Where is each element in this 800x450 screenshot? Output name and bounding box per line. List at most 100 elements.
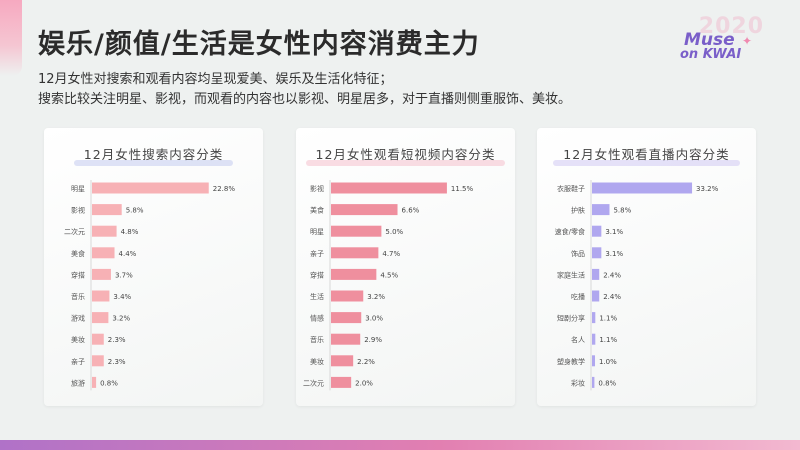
category-label: 影视 xyxy=(71,206,85,215)
category-label: 美妆 xyxy=(71,335,85,344)
value-label: 2.0% xyxy=(355,379,373,387)
search-chart-title: 12月女性搜索内容分类 xyxy=(80,147,227,162)
value-label: 4.4% xyxy=(119,250,137,258)
category-label: 衣服鞋子 xyxy=(557,184,585,193)
value-label: 33.2% xyxy=(696,185,719,193)
value-label: 1.0% xyxy=(599,358,617,366)
bar xyxy=(592,204,610,216)
value-label: 5.8% xyxy=(126,207,144,215)
value-label: 3.1% xyxy=(605,250,623,258)
category-label: 影视 xyxy=(310,184,324,193)
value-label: 11.5% xyxy=(451,185,474,193)
bar xyxy=(92,355,104,367)
bar xyxy=(592,182,693,194)
bar xyxy=(592,247,602,259)
category-label: 音乐 xyxy=(71,292,85,301)
category-label: 明星 xyxy=(310,228,324,236)
value-label: 0.8% xyxy=(598,379,616,387)
bar xyxy=(592,225,602,237)
category-label: 美食 xyxy=(71,249,85,258)
bar xyxy=(331,312,362,324)
bar xyxy=(592,355,596,367)
bar xyxy=(92,290,110,302)
bar xyxy=(331,333,361,345)
value-label: 1.1% xyxy=(599,315,617,323)
bar xyxy=(331,376,352,388)
bar xyxy=(331,290,364,302)
category-label: 生活 xyxy=(310,292,324,301)
video-category-panel: 12月女性观看短视频内容分类 影视 11.5% 美食 6.6% 明星 5.0% 亲子 4.7%… xyxy=(296,128,515,406)
bar xyxy=(592,290,600,302)
value-label: 1.1% xyxy=(599,336,617,344)
category-label: 穿搭 xyxy=(71,270,85,279)
bar xyxy=(592,376,595,388)
bar xyxy=(92,225,117,237)
subtitle-line-1: 12月女性对搜索和观看内容均呈现爱美、娱乐及生活化特征； xyxy=(38,72,393,87)
bar xyxy=(331,225,382,237)
live-chart-title: 12月女性观看直播内容分类 xyxy=(559,147,733,162)
search-category-panel: 12月女性搜索内容分类 明星 22.8% 影视 5.8% 二次元 4.8% 美食 4.4% 穿搭… xyxy=(44,128,263,406)
logo-line-1: Muse xyxy=(684,30,735,50)
value-label: 2.3% xyxy=(108,358,126,366)
value-label: 22.8% xyxy=(213,185,236,193)
category-label: 名人 xyxy=(571,335,585,344)
category-label: 二次元 xyxy=(64,227,85,236)
value-label: 2.2% xyxy=(357,358,375,366)
value-label: 2.4% xyxy=(603,271,621,279)
logo-sparkle-icon: ✦ xyxy=(741,34,752,48)
value-label: 3.1% xyxy=(605,228,623,236)
category-label: 塑身教学 xyxy=(557,357,585,366)
video-chart-title: 12月女性观看短视频内容分类 xyxy=(312,147,500,162)
category-label: 亲子 xyxy=(71,357,85,366)
value-label: 4.5% xyxy=(380,271,398,279)
logo-year: 2020 xyxy=(698,14,764,39)
category-label: 二次元 xyxy=(303,378,324,387)
bar xyxy=(92,204,122,216)
video-category-chart: 影视 11.5% 美食 6.6% 明星 5.0% 亲子 4.7% 穿搭 4.5% 生活 3.2% 情感 3… xyxy=(303,180,474,391)
logo-line-2: on KWAI xyxy=(680,47,742,62)
category-label: 美食 xyxy=(310,206,324,215)
bar xyxy=(331,247,379,259)
bar xyxy=(92,247,115,259)
category-label: 穿搭 xyxy=(310,270,324,279)
bar xyxy=(592,312,596,324)
category-label: 吃播 xyxy=(571,292,585,301)
bar xyxy=(331,268,377,280)
category-label: 彩妆 xyxy=(571,378,585,387)
bottom-gradient-bar xyxy=(0,440,800,450)
category-label: 短剧分享 xyxy=(557,314,585,323)
category-label: 速食/零食 xyxy=(555,227,585,236)
bar xyxy=(92,312,109,324)
value-label: 5.0% xyxy=(385,228,403,236)
category-label: 饰品 xyxy=(571,249,585,258)
page-subtitle: 12月女性对搜索和观看内容均呈现爱美、娱乐及生活化特征； 搜索比较关注明星、影视… xyxy=(38,70,571,110)
live-category-chart: 衣服鞋子 33.2% 护肤 5.8% 速食/零食 3.1% 饰品 3.1% 家庭生活 2.4% 吃播… xyxy=(555,180,719,391)
category-label: 家庭生活 xyxy=(557,270,585,279)
value-label: 3.4% xyxy=(113,293,131,301)
value-label: 3.7% xyxy=(115,271,133,279)
bar xyxy=(92,182,209,194)
value-label: 4.8% xyxy=(121,228,139,236)
bar xyxy=(592,333,596,345)
live-category-panel: 12月女性观看直播内容分类 衣服鞋子 33.2% 护肤 5.8% 速食/零食 3.1% 饰品… xyxy=(537,128,756,406)
search-category-chart: 明星 22.8% 影视 5.8% 二次元 4.8% 美食 4.4% 穿搭 3.7% 音乐 3.4% 游戏… xyxy=(64,180,236,391)
category-label: 美妆 xyxy=(310,357,324,366)
value-label: 2.4% xyxy=(603,293,621,301)
category-label: 明星 xyxy=(71,185,85,193)
value-label: 6.6% xyxy=(402,207,420,215)
subtitle-line-2: 搜索比较关注明星、影视，而观看的内容也以影视、明星居多，对于直播则侧重服饰、美妆… xyxy=(38,92,572,107)
bar xyxy=(331,182,447,194)
value-label: 2.3% xyxy=(108,336,126,344)
value-label: 5.8% xyxy=(613,207,631,215)
bar xyxy=(331,204,398,216)
value-label: 3.2% xyxy=(367,293,385,301)
category-label: 游戏 xyxy=(71,314,85,323)
page-title: 娱乐/颜值/生活是女性内容消费主力 xyxy=(38,29,480,60)
corner-accent xyxy=(0,0,22,76)
category-label: 情感 xyxy=(310,314,324,323)
category-label: 护肤 xyxy=(571,206,585,215)
bar xyxy=(92,333,104,345)
value-label: 3.2% xyxy=(112,315,130,323)
bar xyxy=(92,376,97,388)
value-label: 0.8% xyxy=(100,379,118,387)
